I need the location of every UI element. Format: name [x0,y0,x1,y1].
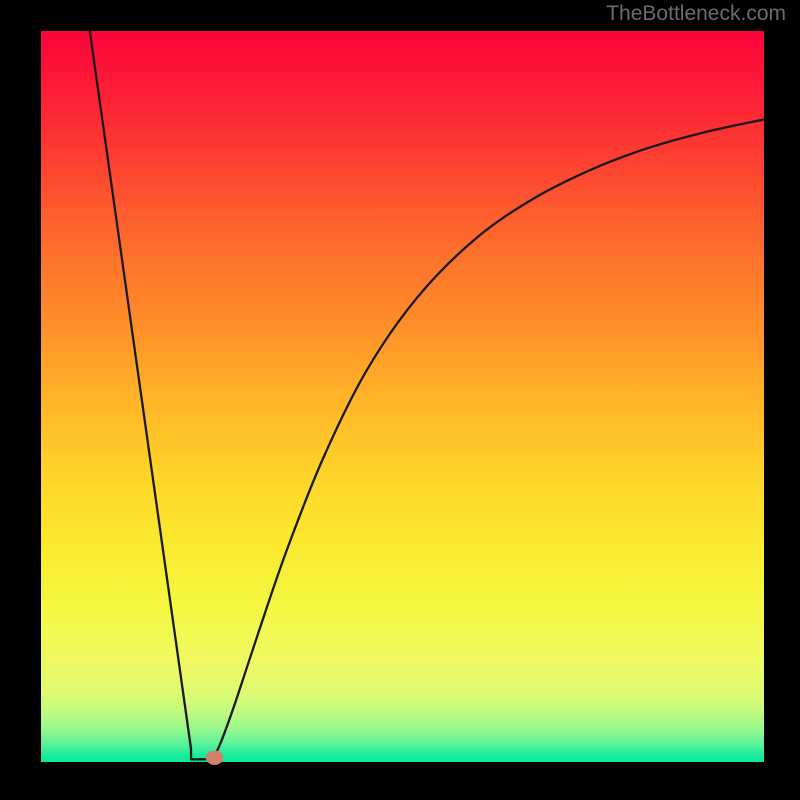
watermark-text: TheBottleneck.com [606,2,786,26]
optimum-marker [206,751,222,765]
chart-container: TheBottleneck.com [0,0,800,800]
plot-background [41,31,764,762]
bottleneck-chart [0,0,800,800]
